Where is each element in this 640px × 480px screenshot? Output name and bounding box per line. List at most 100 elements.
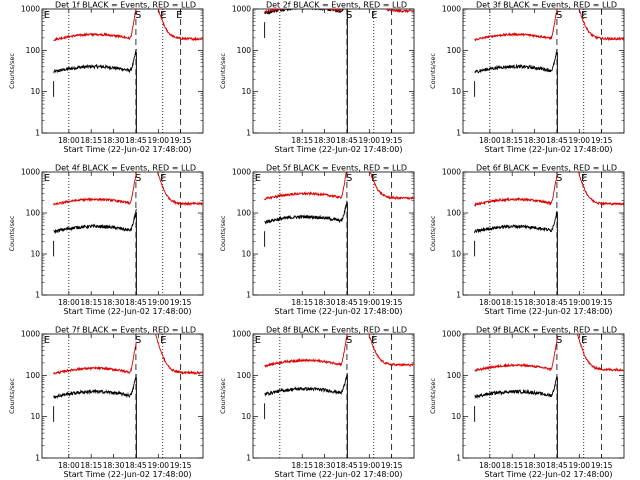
series-group: [53, 9, 203, 133]
panel-det-4: Det 4f BLACK = Events, RED = LLD 1 10 100 10…: [8, 164, 204, 316]
event-marker-label: E: [160, 335, 166, 346]
x-tick-label: 18:45: [546, 136, 568, 145]
x-tick-label: 19:15: [170, 461, 192, 470]
event-marker-label: S: [346, 335, 352, 346]
x-tick-label: 19:15: [381, 461, 403, 470]
series-events-line: [264, 372, 348, 397]
panel-title: Det 5f BLACK = Events, RED = LLD: [266, 164, 407, 173]
x-tick-label: 18:45: [336, 136, 358, 145]
panel-title: Det 9f BLACK = Events, RED = LLD: [476, 326, 617, 335]
panel-det-9: Det 9f BLACK = Events, RED = LLD 1 10 100 10…: [429, 326, 625, 479]
series-group: [264, 172, 414, 295]
x-tick-label: 19:15: [591, 461, 613, 470]
panel-det-8: Det 8f BLACK = Events, RED = LLD 1 10 100 10…: [219, 326, 415, 479]
y-tick-label: 100: [237, 46, 252, 55]
y-tick-label: 100: [26, 46, 41, 55]
x-tick-label: 18:00: [479, 461, 501, 470]
x-tick-label: 18:00: [58, 298, 80, 307]
series-events-line: [53, 374, 137, 400]
x-tick-label: 18:15: [291, 461, 313, 470]
series-group: [53, 334, 203, 458]
event-marker-label: E: [581, 335, 587, 346]
y-tick-label: 100: [26, 209, 41, 218]
series-lld-line: [53, 341, 137, 375]
series-group: [474, 172, 624, 295]
panel-title: Det 3f BLACK = Events, RED = LLD: [476, 1, 617, 10]
panel-title: Det 1f BLACK = Events, RED = LLD: [55, 1, 196, 10]
y-tick-label: 1: [35, 129, 40, 138]
x-tick-label: 18:30: [314, 136, 336, 145]
x-tick-label: 18:30: [103, 461, 125, 470]
x-tick-label: 18:15: [80, 298, 102, 307]
x-axis-label: Start Time (22-Jun-02 17:48:00): [275, 145, 403, 154]
x-tick-label: 18:15: [80, 136, 102, 145]
y-axis-label: Counts/sec: [429, 53, 437, 89]
series-lld-line-2: [368, 334, 414, 368]
y-tick-label: 10: [451, 87, 461, 96]
plot-frame: [252, 8, 415, 134]
panel-det-7: Det 7f BLACK = Events, RED = LLD 1 10 100 10…: [8, 326, 204, 479]
x-tick-label: 18:30: [103, 298, 125, 307]
x-tick-label: 18:15: [291, 298, 313, 307]
x-tick-label: 19:00: [358, 298, 380, 307]
series-lld-line: [474, 337, 558, 373]
y-tick-label: 100: [447, 46, 462, 55]
series-group: [474, 9, 624, 133]
x-tick-label: 19:15: [591, 136, 613, 145]
event-marker-label: S: [346, 10, 352, 21]
plot-frame: [41, 333, 204, 459]
event-marker-label: E: [160, 10, 166, 21]
series-lld-line: [53, 172, 137, 206]
event-marker-label: S: [346, 173, 352, 184]
x-axis-label: Start Time (22-Jun-02 17:48:00): [485, 307, 613, 316]
y-axis-label: Counts/sec: [429, 378, 437, 414]
event-marker-label: S: [135, 173, 141, 184]
series-group: [53, 172, 203, 295]
series-group: [474, 334, 624, 458]
series-events-line: [474, 48, 558, 74]
y-tick-label: 10: [451, 412, 461, 421]
panel-title: Det 4f BLACK = Events, RED = LLD: [55, 164, 196, 173]
y-tick-label: 100: [237, 371, 252, 380]
series-lld-line: [264, 334, 348, 368]
x-tick-label: 18:15: [80, 461, 102, 470]
panel-det-2: Det 2f BLACK = Events, RED = LLD 1 10 100 10…: [219, 1, 415, 154]
y-axis-label: Counts/sec: [219, 215, 227, 251]
y-axis-label: Counts/sec: [219, 378, 227, 414]
x-axis-label: Start Time (22-Jun-02 17:48:00): [275, 470, 403, 479]
y-tick-label: 1000: [442, 5, 461, 14]
panel-title: Det 6f BLACK = Events, RED = LLD: [476, 164, 617, 173]
event-marker-label: E: [160, 173, 166, 184]
y-tick-label: 1000: [442, 330, 461, 339]
y-tick-label: 1: [246, 454, 251, 463]
series-events-line: [474, 376, 558, 399]
event-marker-label: S: [135, 335, 141, 346]
x-tick-label: 18:45: [125, 461, 147, 470]
panel-det-3: Det 3f BLACK = Events, RED = LLD 1 10 100 10…: [429, 1, 625, 154]
x-tick-label: 19:15: [170, 298, 192, 307]
x-tick-label: 18:00: [58, 136, 80, 145]
y-tick-label: 1000: [21, 330, 40, 339]
y-axis-label: Counts/sec: [8, 378, 16, 414]
x-axis-label: Start Time (22-Jun-02 17:48:00): [64, 470, 192, 479]
x-tick-label: 19:00: [147, 461, 169, 470]
series-lld-line: [474, 174, 558, 207]
series-events-line: [53, 49, 137, 74]
y-tick-label: 1000: [232, 330, 251, 339]
x-tick-label: 18:15: [291, 136, 313, 145]
x-tick-label: 18:15: [501, 136, 523, 145]
y-tick-label: 100: [447, 209, 462, 218]
series-group: [264, 334, 414, 458]
x-tick-label: 18:45: [546, 461, 568, 470]
event-marker-label: E: [255, 173, 261, 184]
y-tick-label: 1000: [21, 5, 40, 14]
x-tick-label: 19:15: [591, 298, 613, 307]
series-lld-line-2: [576, 334, 624, 372]
event-marker-label: S: [556, 173, 562, 184]
y-tick-label: 1: [246, 291, 251, 300]
y-tick-label: 10: [30, 412, 40, 421]
y-tick-label: 1: [456, 291, 461, 300]
panel-title: Det 2f BLACK = Events, RED = LLD: [266, 1, 407, 10]
x-tick-label: 18:30: [524, 136, 546, 145]
x-tick-label: 18:15: [501, 461, 523, 470]
